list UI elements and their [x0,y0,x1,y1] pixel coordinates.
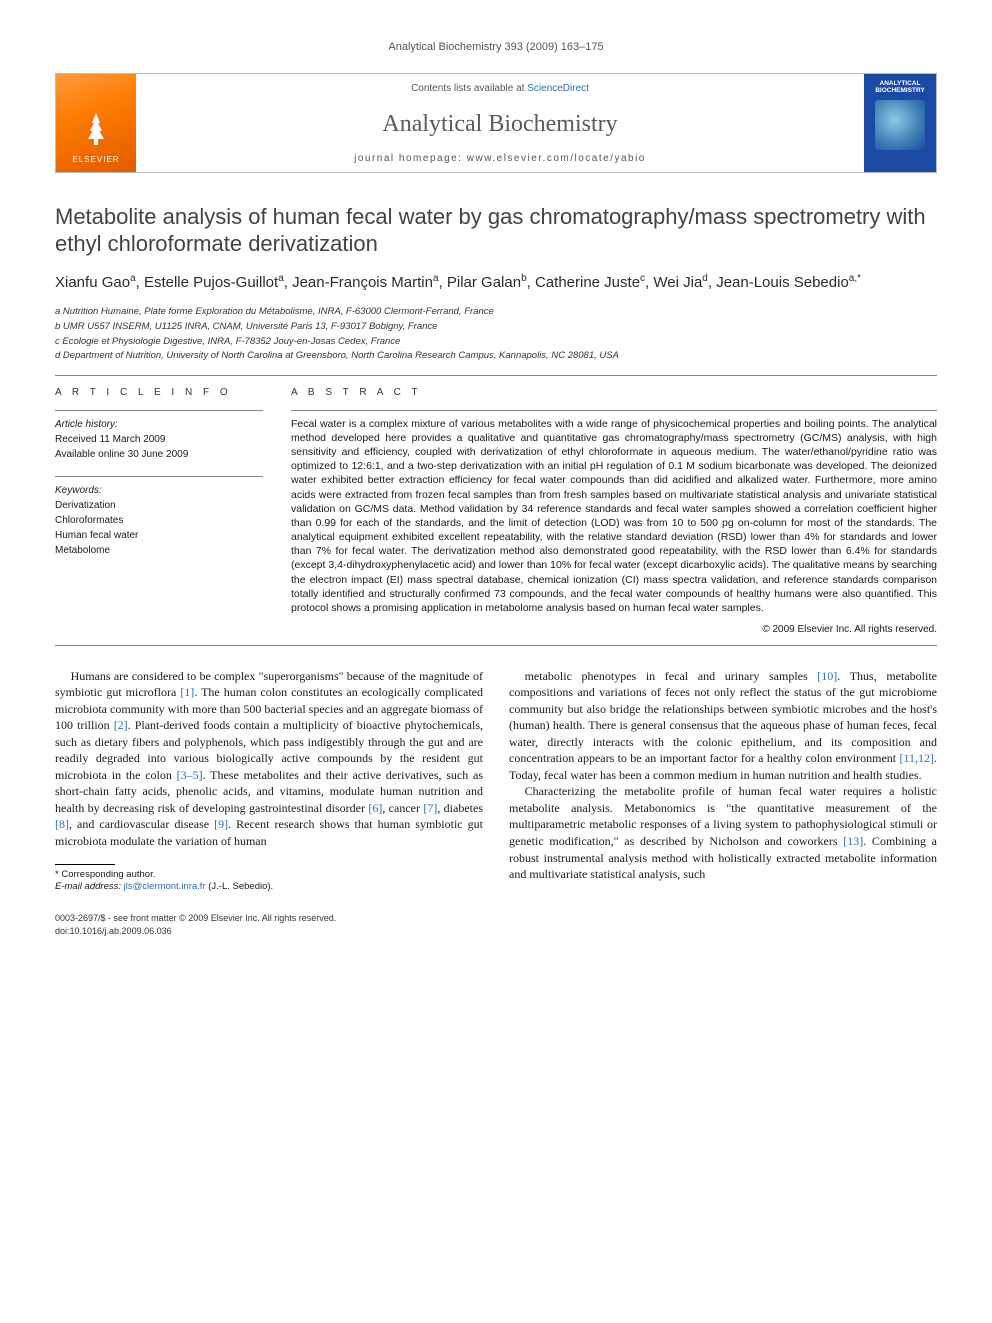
homepage-url[interactable]: www.elsevier.com/locate/yabio [467,153,646,164]
article-info-heading: A R T I C L E I N F O [55,386,263,400]
abstract-copyright: © 2009 Elsevier Inc. All rights reserved… [291,623,937,637]
abstract-column: A B S T R A C T Fecal water is a complex… [291,386,937,636]
keyword: Chloroformates [55,513,263,528]
journal-header-box: ELSEVIER Contents lists available at Sci… [55,73,937,173]
body-text-columns: Humans are considered to be complex "sup… [55,668,937,895]
cover-art-icon [875,100,925,150]
keyword: Derivatization [55,498,263,513]
sciencedirect-link[interactable]: ScienceDirect [527,83,589,94]
footnotes-block: * Corresponding author. E-mail address: … [55,869,483,895]
email-attribution: (J.-L. Sebedio). [206,881,274,892]
elsevier-tree-icon [78,109,114,155]
article-history-block: Article history: Received 11 March 2009 … [55,410,263,462]
abstract-heading: A B S T R A C T [291,386,937,400]
doi-line: doi:10.1016/j.ab.2009.06.036 [55,925,937,938]
email-label: E-mail address: [55,881,124,892]
keyword: Metabolome [55,543,263,558]
keywords-label: Keywords: [55,483,263,498]
available-online-date: Available online 30 June 2009 [55,447,263,462]
email-line: E-mail address: jls@clermont.inra.fr (J.… [55,881,483,894]
received-date: Received 11 March 2009 [55,432,263,447]
front-matter-line: 0003-2697/$ - see front matter © 2009 El… [55,912,937,925]
footnote-separator [55,864,115,865]
history-label: Article history: [55,417,263,432]
author-list: Xianfu Gaoa, Estelle Pujos-Guillota, Jea… [55,272,937,293]
article-title: Metabolite analysis of human fecal water… [55,203,937,258]
journal-title: Analytical Biochemistry [146,108,854,140]
publisher-logo-panel: ELSEVIER [56,74,136,172]
publisher-name: ELSEVIER [72,155,119,166]
journal-homepage-line: journal homepage: www.elsevier.com/locat… [146,152,854,166]
corresponding-email[interactable]: jls@clermont.inra.fr [124,881,206,892]
journal-header-middle: Contents lists available at ScienceDirec… [136,74,864,172]
contents-prefix: Contents lists available at [411,83,527,94]
homepage-prefix: journal homepage: [354,153,467,164]
journal-cover-thumb: ANALYTICAL BIOCHEMISTRY [864,74,936,172]
keyword: Human fecal water [55,528,263,543]
cover-title: ANALYTICAL BIOCHEMISTRY [867,80,933,94]
article-info-column: A R T I C L E I N F O Article history: R… [55,386,263,636]
abstract-text: Fecal water is a complex mixture of vari… [291,410,937,615]
corresponding-author-note: * Corresponding author. [55,869,483,882]
affiliation: b UMR U557 INSERM, U1125 INRA, CNAM, Uni… [55,320,937,334]
body-paragraph: Humans are considered to be complex "sup… [55,668,483,850]
affiliations-block: a Nutrition Humaine, Plate forme Explora… [55,305,937,363]
body-paragraph: Characterizing the metabolite profile of… [509,783,937,882]
affiliation: d Department of Nutrition, University of… [55,349,937,363]
footer-copyright-block: 0003-2697/$ - see front matter © 2009 El… [55,912,937,937]
affiliation: a Nutrition Humaine, Plate forme Explora… [55,305,937,319]
keywords-block: Keywords: Derivatization Chloroformates … [55,476,263,558]
affiliation: c Ecologie et Physiologie Digestive, INR… [55,335,937,349]
contents-available-line: Contents lists available at ScienceDirec… [146,82,854,96]
running-header: Analytical Biochemistry 393 (2009) 163–1… [55,40,937,55]
divider [55,645,937,646]
body-paragraph: metabolic phenotypes in fecal and urinar… [509,668,937,784]
divider [55,375,937,376]
